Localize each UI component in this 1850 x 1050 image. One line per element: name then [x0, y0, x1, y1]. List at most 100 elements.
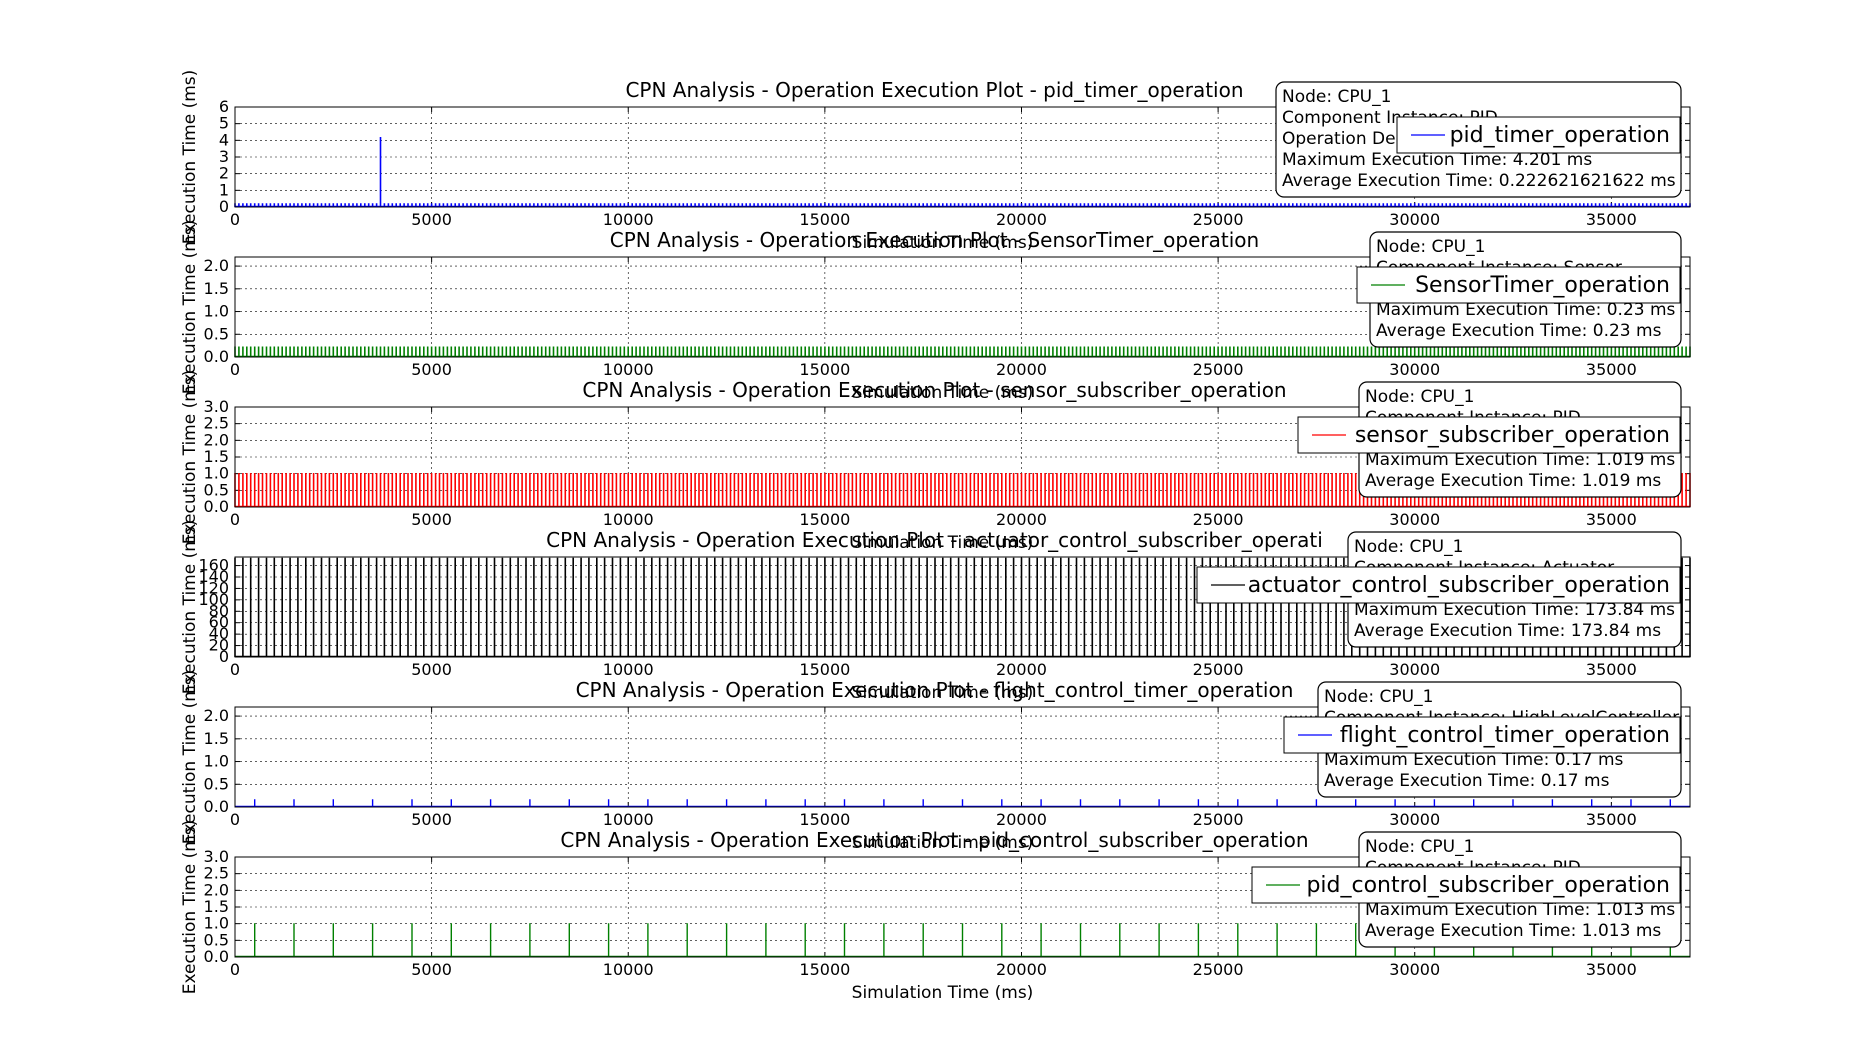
y-axis-label: Execution Time (ms)	[180, 370, 200, 545]
info-box-line: Operation De	[1282, 129, 1396, 149]
y-tick-label: 0.0	[204, 497, 229, 516]
info-box-line: Node: CPU_1	[1365, 387, 1474, 407]
x-axis: 0 5000 10000 15000 20000 25000 30000 35000	[230, 857, 1637, 979]
legend-label: actuator_control_subscriber_operation	[1248, 573, 1670, 598]
y-tick-label: 1.0	[204, 914, 229, 933]
subplot-4: 0 5000 10000 15000 20000 25000 30000 3500002040…	[180, 520, 1691, 703]
x-axis: 0 5000 10000 15000 20000 25000 30000 35000	[230, 107, 1637, 229]
x-tick-label: 15000	[799, 510, 850, 529]
info-box-line: Maximum Execution Time: 1.019 ms	[1365, 450, 1675, 470]
subplot-6: 0 5000 10000 15000 20000 25000 30000 350000.00.…	[180, 820, 1691, 1003]
x-tick-label: 30000	[1389, 210, 1440, 229]
x-tick-label: 5000	[411, 810, 452, 829]
series-line	[254, 799, 1671, 807]
y-axis: 0.00.51.01.52.02.53.0	[204, 847, 1690, 966]
plot-frame	[234, 706, 1691, 808]
y-tick-label: 1.0	[204, 302, 229, 321]
y-tick-label: 2.0	[204, 880, 229, 899]
series-pid_timer_operation	[234, 137, 1691, 207]
y-tick-label: 2.0	[204, 706, 229, 725]
legend-frame	[1196, 566, 1681, 604]
x-tick-label: 30000	[1389, 510, 1440, 529]
y-axis-label: Execution Time (ms)	[180, 670, 200, 845]
y-axis-label: Execution Time (ms)	[180, 820, 200, 995]
subplot-1: 0 5000 10000 15000 20000 25000 30000 3500001234…	[180, 70, 1691, 253]
y-tick-label: 5	[219, 114, 229, 133]
y-tick-label: 0.0	[204, 347, 229, 366]
x-tick-label: 0	[230, 210, 240, 229]
y-tick-label: 0.0	[204, 797, 229, 816]
x-tick-label: 10000	[603, 810, 654, 829]
x-tick-label: 30000	[1389, 360, 1440, 379]
x-tick-label: 10000	[603, 510, 654, 529]
legend: pid_control_subscriber_operation	[1251, 866, 1681, 904]
x-tick-label: 25000	[1193, 510, 1244, 529]
x-tick-label: 0	[230, 960, 240, 979]
legend-label: pid_control_subscriber_operation	[1306, 873, 1670, 898]
x-tick-label: 35000	[1586, 960, 1637, 979]
x-tick-label: 25000	[1193, 960, 1244, 979]
x-tick-label: 5000	[411, 960, 452, 979]
x-tick-label: 15000	[799, 360, 850, 379]
y-tick-label: 80	[209, 601, 229, 620]
x-tick-label: 35000	[1586, 210, 1637, 229]
y-tick-label: 0.5	[204, 930, 229, 949]
x-axis-label: Simulation Time (ms)	[852, 383, 1034, 403]
x-tick-label: 5000	[411, 660, 452, 679]
legend-label: sensor_subscriber_operation	[1355, 423, 1670, 448]
info-box-line: Node: CPU_1	[1376, 237, 1485, 257]
y-tick-label: 20	[209, 636, 229, 655]
legend-frame	[1297, 416, 1681, 454]
chart-title: CPN Analysis - Operation Execution Plot …	[576, 678, 1294, 702]
chart-title: CPN Analysis - Operation Execution Plot …	[625, 78, 1243, 102]
legend: sensor_subscriber_operation	[1297, 416, 1681, 454]
chart-title: CPN Analysis - Operation Execution Plot …	[560, 828, 1308, 852]
y-tick-label: 60	[209, 613, 229, 632]
y-tick-label: 0.0	[204, 947, 229, 966]
legend-label: pid_timer_operation	[1450, 123, 1670, 148]
y-tick-label: 2.5	[204, 864, 229, 883]
info-box-line: Node: CPU_1	[1365, 837, 1474, 857]
subplot-5: 0 5000 10000 15000 20000 25000 30000 350000.00.…	[180, 670, 1691, 853]
x-tick-label: 15000	[799, 210, 850, 229]
x-tick-label: 20000	[996, 660, 1047, 679]
legend-frame	[1251, 866, 1681, 904]
chart-title: CPN Analysis - Operation Execution Plot …	[610, 228, 1259, 252]
info-box-line: Maximum Execution Time: 1.013 ms	[1365, 900, 1675, 920]
y-axis: 0.0 0.5 1.0 1.5 2.0	[204, 256, 1690, 366]
x-tick-label: 0	[230, 660, 240, 679]
info-box-line: Average Execution Time: 1.013 ms	[1365, 921, 1661, 941]
x-tick-label: 10000	[603, 960, 654, 979]
x-tick-label: 5000	[411, 360, 452, 379]
y-tick-label: 0.5	[204, 324, 229, 343]
y-axis-label: Execution Time (ms)	[180, 70, 200, 245]
y-tick-label: 140	[198, 567, 229, 586]
x-axis-label: Simulation Time (ms)	[852, 983, 1034, 1003]
info-box-line: Average Execution Time: 0.17 ms	[1324, 771, 1610, 791]
x-tick-label: 30000	[1389, 810, 1440, 829]
legend: SensorTimer_operation	[1356, 266, 1681, 304]
x-tick-label: 5000	[411, 210, 452, 229]
plot-frame	[234, 556, 1691, 658]
y-tick-label: 3	[219, 147, 229, 166]
y-tick-label: 0.5	[204, 774, 229, 793]
x-tick-label: 35000	[1586, 360, 1637, 379]
y-tick-label: 0.5	[204, 480, 229, 499]
y-tick-label: 3.0	[204, 397, 229, 416]
legend-label: SensorTimer_operation	[1415, 273, 1670, 298]
x-tick-label: 0	[230, 810, 240, 829]
x-axis-label: Simulation Time (ms)	[852, 233, 1034, 253]
series-SensorTimer_operation	[234, 346, 1691, 357]
info-box-line: Average Execution Time: 173.84 ms	[1354, 621, 1661, 641]
y-axis-label: Execution Time (ms)	[180, 520, 200, 695]
x-tick-label: 35000	[1586, 810, 1637, 829]
y-tick-label: 4	[219, 130, 229, 149]
info-box-line: Node: CPU_1	[1282, 87, 1391, 107]
y-tick-label: 1.5	[204, 279, 229, 298]
plot-frame	[234, 406, 1691, 508]
info-box-line: Maximum Execution Time: 0.17 ms	[1324, 750, 1624, 770]
y-tick-label: 1.0	[204, 752, 229, 771]
series-pid_control_subscriber_operation	[235, 923, 1690, 958]
x-tick-label: 10000	[603, 210, 654, 229]
